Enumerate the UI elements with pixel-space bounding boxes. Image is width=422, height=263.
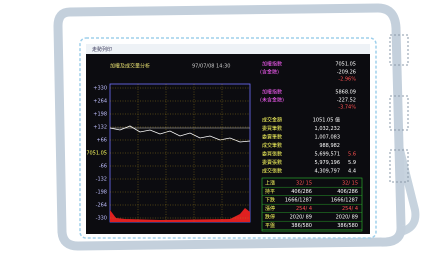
index-pct: -2.96% (338, 77, 356, 83)
y-label: -198 (96, 190, 107, 196)
y-label: -132 (96, 177, 107, 183)
y-label: +66 (96, 138, 107, 144)
index-change: -227.52 (337, 98, 356, 104)
y-label: +132 (93, 125, 107, 131)
y-label: -264 (96, 203, 107, 209)
index-pct: -3.74% (338, 105, 356, 111)
table-label: 上漲 (265, 180, 275, 187)
stat-label: 委賣張數 (262, 159, 282, 166)
index-label: 加權指數 (262, 89, 282, 96)
table-cell: 406/286 (337, 189, 358, 195)
stat-value: 988,982 (319, 143, 340, 149)
screen-title: 加權及成交量分析 (110, 63, 150, 70)
stat-value: 5,699,571 (315, 152, 340, 158)
table-label: 跌停 (265, 214, 275, 221)
table-cell: 386/580 (337, 223, 358, 229)
index-change: -209.26 (337, 70, 356, 76)
stat-label: 委賣筆數 (262, 134, 282, 141)
timestamp: 97/07/08 14:30 (192, 64, 230, 70)
stat-label: 委買張數 (262, 151, 282, 158)
y-label: -66 (99, 164, 107, 170)
table-label: 下跌 (265, 197, 275, 204)
tablet-illustration: 走勢列印 加權及成交量分析 97/07/08 14:30 +330 +264 +19… (0, 0, 422, 259)
table-cell: 386/580 (291, 223, 312, 229)
stat-label: 成交張數 (262, 168, 282, 175)
index-value: 5868.09 (335, 90, 356, 96)
table-cell: 2020/ 89 (336, 215, 358, 221)
table-cell: 254/ 4 (342, 206, 358, 212)
stat-extra: 5.9 (348, 160, 356, 166)
stat-extra: 5.6 (348, 152, 356, 158)
table-cell: 254/ 4 (296, 206, 312, 212)
index-sub: (含金融) (260, 69, 279, 76)
index-value: 7051.05 (335, 62, 356, 68)
stat-label: 成交金額 (262, 117, 282, 124)
table-cell: 32/ 15 (342, 181, 358, 187)
table-label: 漲停 (265, 205, 275, 212)
stat-value: 1,007,083 (315, 135, 340, 141)
y-label: -330 (96, 216, 107, 222)
stat-value: 1,032,232 (315, 126, 340, 132)
y-label: +330 (93, 86, 107, 92)
table-label: 平盤 (265, 222, 275, 229)
table-cell: 32/ 15 (296, 181, 312, 187)
y-label: +264 (93, 99, 107, 105)
stat-extra: 4.4 (348, 169, 356, 175)
page: 走勢列印 加權及成交量分析 97/07/08 14:30 +330 +264 +19… (0, 0, 422, 259)
y-label: 7051.05 (86, 151, 107, 157)
stat-label: 成交筆數 (262, 142, 282, 149)
window-titlebar (86, 44, 370, 54)
stat-label: 委買筆數 (262, 125, 282, 132)
stat-value: 4,309,797 (315, 169, 340, 175)
index-sub: (未含金融) (260, 97, 284, 104)
table-cell: 1666/1287 (285, 198, 312, 204)
table-cell: 406/286 (291, 189, 312, 195)
y-label: +198 (93, 112, 107, 118)
table-label: 持平 (265, 188, 275, 195)
table-cell: 2020/ 89 (290, 215, 312, 221)
table-cell: 1666/1287 (331, 198, 358, 204)
stat-value: 1051.05 億 (313, 117, 340, 124)
stat-value: 5,979,196 (315, 160, 340, 166)
index-label: 加權指數 (262, 61, 282, 68)
window-title: 走勢列印 (92, 46, 112, 53)
